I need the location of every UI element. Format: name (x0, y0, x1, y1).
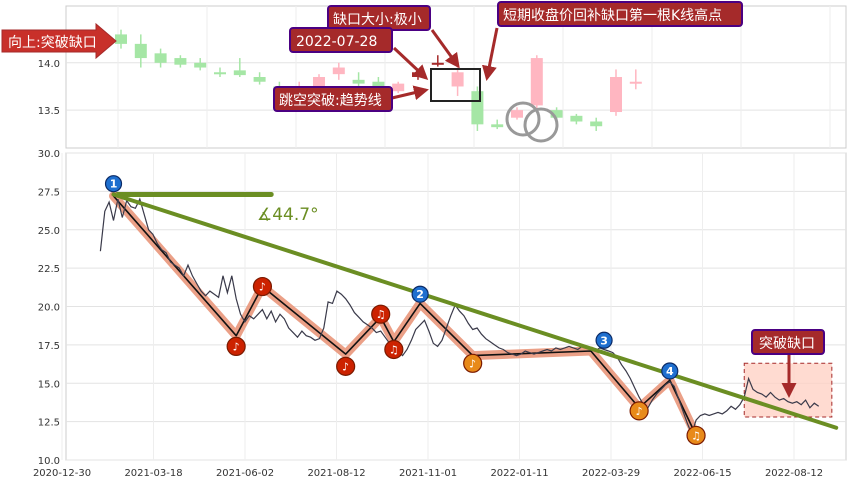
gap-circle-left (505, 101, 541, 137)
candle (332, 62, 345, 80)
short-close-note: 短期收盘价回补缺口第一根K线高点 (503, 7, 722, 24)
gap-size-note: 缺口大小:极小 (333, 12, 422, 28)
bottom-y-tick-label: 10.0 (38, 456, 60, 467)
candle (471, 86, 484, 131)
pattern-marker-red: ♪ (252, 276, 273, 297)
pattern-marker-orange: ♫ (686, 425, 706, 446)
bottom-y-tick-label: 22.5 (38, 264, 60, 275)
x-tick-label: 2021-03-18 (124, 468, 182, 479)
trend-line (111, 192, 839, 430)
candle (392, 81, 405, 94)
bottom-y-tick-label: 15.0 (38, 379, 60, 390)
svg-text:♫: ♫ (376, 308, 386, 321)
svg-text:♫: ♫ (691, 429, 701, 442)
x-tick-label: 2022-01-11 (490, 468, 548, 479)
svg-text:♪: ♪ (259, 281, 266, 294)
candle (352, 72, 365, 87)
candle (194, 58, 207, 71)
candle (530, 55, 543, 111)
x-tick-labels: 2020-12-30 2021-03-18 2021-06-02 2021-08-12… (33, 468, 823, 479)
pattern-marker-num: 3 (595, 331, 613, 349)
x-tick-label: 2022-03-29 (582, 468, 640, 479)
x-tick-label: 2021-11-01 (399, 468, 457, 479)
pattern-marker-red: ♫ (384, 339, 404, 360)
arrow-date (392, 46, 429, 81)
candle (570, 113, 583, 125)
bottom-y-tick-labels: 30.0 27.5 25.0 22.5 20.0 17.5 15.0 12.5 10.0 (38, 149, 60, 467)
pattern-marker-num: 2 (411, 285, 429, 303)
bottom-y-tick-label: 12.5 (38, 418, 60, 429)
break-gap-note-box (751, 329, 825, 355)
candle (134, 34, 147, 68)
pattern-marker-num: 1 (104, 175, 123, 193)
date-note-box (289, 27, 393, 53)
candle (233, 58, 246, 77)
candle (174, 55, 187, 68)
candle (214, 67, 226, 77)
arrow-short-close (481, 27, 499, 81)
candle (629, 69, 642, 90)
candle (610, 69, 622, 116)
svg-text:♪: ♪ (342, 360, 349, 373)
bottom-y-tick-label: 20.0 (38, 303, 60, 314)
break-gap-note: 突破缺口 (759, 336, 815, 352)
candle (154, 48, 167, 68)
up-gap-label: 向上:突破缺口 (8, 35, 97, 51)
svg-text:♪: ♪ (233, 340, 240, 353)
up-gap-arrow-shape (1, 22, 117, 60)
svg-text:4: 4 (666, 365, 674, 378)
pattern-markers: 1 2 3 4 ♪ ♪ ♪ ♫ ♫ ♪ ♪ ♫ (104, 175, 706, 446)
candle (253, 72, 266, 85)
arrow-gap-size (430, 29, 460, 69)
svg-text:2: 2 (416, 288, 424, 301)
price-line (99, 197, 820, 436)
candle (590, 117, 603, 131)
x-tick-label: 2021-08-12 (307, 468, 365, 479)
svg-text:♪: ♪ (636, 405, 643, 418)
pattern-marker-orange: ♪ (629, 401, 649, 421)
candle (115, 29, 127, 49)
x-tick-label: 2022-06-15 (673, 468, 731, 479)
bottom-y-tick-label: 30.0 (38, 149, 60, 160)
svg-text:♪: ♪ (469, 357, 476, 370)
x-tick-label: 2021-06-02 (216, 468, 274, 479)
svg-text:♫: ♫ (389, 343, 399, 356)
candle (491, 119, 504, 130)
gap-circle-right (523, 107, 559, 143)
pattern-marker-red: ♫ (371, 304, 391, 324)
date-note: 2022-07-28 (296, 34, 377, 50)
bottom-y-tick-label: 27.5 (38, 187, 60, 198)
pattern-marker-red: ♪ (226, 336, 246, 357)
bottom-y-tick-label: 25.0 (38, 226, 60, 237)
svg-text:1: 1 (110, 178, 118, 191)
top-y-tick-label: 13.5 (38, 106, 60, 117)
x-tick-label: 2022-08-12 (765, 468, 823, 479)
gap-box (430, 68, 481, 102)
top-y-tick-label: 14.0 (38, 59, 60, 70)
trend-angle-label: ∡44.7° (257, 205, 319, 225)
short-close-note-box (497, 1, 743, 27)
bottom-y-tick-label: 17.5 (38, 341, 60, 352)
pattern-marker-red: ♪ (336, 356, 356, 376)
svg-text:3: 3 (600, 334, 608, 347)
candle (511, 107, 523, 120)
bottom-grid (61, 152, 846, 461)
pattern-marker-num: 4 (661, 362, 679, 380)
arrow-jump-break (391, 85, 429, 101)
pattern-marker-orange: ♪ (463, 353, 483, 373)
candle (431, 55, 444, 67)
x-tick-label: 2020-12-30 (33, 468, 91, 479)
jump-break-note: 跳空突破:趋势线 (279, 93, 382, 109)
top-y-tick-labels: 14.0 13.5 (38, 59, 60, 117)
jump-break-note-box (273, 86, 393, 112)
